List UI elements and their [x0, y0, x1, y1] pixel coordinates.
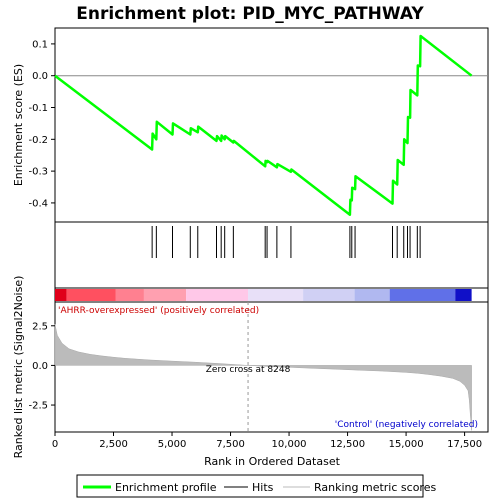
metric-tick-label: 0.0 — [32, 361, 48, 372]
es-tick-label: -0.4 — [28, 198, 48, 209]
es-tick-label: 0.0 — [32, 71, 48, 82]
metric-y-axis: 2.5 0.0 -2.5 — [28, 321, 55, 412]
hit-lines — [151, 226, 421, 258]
metric-area — [54, 302, 472, 432]
es-curve — [54, 34, 473, 216]
metric-y-axis-label: Ranked list metric (Signal2Noise) — [12, 276, 25, 459]
heatmap-band — [389, 289, 456, 301]
metric-scores-area — [54, 324, 472, 431]
chart-title: Enrichment plot: PID_MYC_PATHWAY — [76, 4, 424, 24]
es-tick-label: 0.1 — [32, 39, 48, 50]
legend-box — [76, 474, 424, 498]
hits-panel-frame — [54, 221, 489, 289]
x-tick-label: 17,500 — [447, 439, 482, 450]
x-tick-label: 5,000 — [158, 439, 187, 450]
zero-cross-label: Zero cross at 8248 — [206, 365, 291, 375]
legend-label-enrichment-profile: Enrichment profile — [115, 481, 217, 494]
heatmap-band — [354, 289, 390, 301]
es-tick-label: -0.1 — [28, 103, 48, 114]
x-tick-label: 2,500 — [99, 439, 128, 450]
es-tick-label: -0.2 — [28, 135, 48, 146]
x-tick-label: 10,000 — [272, 439, 307, 450]
metric-tick-label: 2.5 — [32, 321, 48, 332]
legend-label-ranking-metric: Ranking metric scores — [314, 481, 436, 494]
x-tick-label: 15,000 — [389, 439, 424, 450]
heatmap-band — [186, 289, 249, 301]
heatmap-band — [248, 289, 304, 301]
heatmap-band — [55, 289, 67, 301]
es-y-axis-label: Enrichment score (ES) — [12, 64, 25, 186]
legend-label-hits: Hits — [252, 481, 274, 494]
positive-correlation-label: 'AHRR-overexpressed' (positively correla… — [58, 306, 259, 316]
legend: Enrichment profile Hits Ranking metric s… — [83, 481, 436, 494]
es-curve-group — [54, 34, 488, 216]
heatmap-band — [303, 289, 355, 301]
es-y-axis: 0.1 0.0 -0.1 -0.2 -0.3 -0.4 — [28, 39, 55, 209]
negative-correlation-label: 'Control' (negatively correlated) — [335, 420, 478, 430]
heatmap-bar — [55, 289, 472, 301]
x-axis: 0 2,500 5,000 7,500 10,000 12,500 15,000 17,500 — [52, 432, 482, 450]
heatmap-band — [115, 289, 144, 301]
heatmap-band — [66, 289, 116, 301]
metric-tick-label: -2.5 — [28, 401, 48, 412]
heatmap-band — [143, 289, 187, 301]
es-tick-label: -0.3 — [28, 167, 48, 178]
x-axis-label: Rank in Ordered Dataset — [204, 455, 341, 468]
x-tick-label: 7,500 — [216, 439, 245, 450]
heatmap-band — [455, 289, 472, 301]
x-tick-label: 0 — [52, 439, 58, 450]
es-panel-frame — [54, 27, 489, 223]
x-tick-label: 12,500 — [330, 439, 365, 450]
